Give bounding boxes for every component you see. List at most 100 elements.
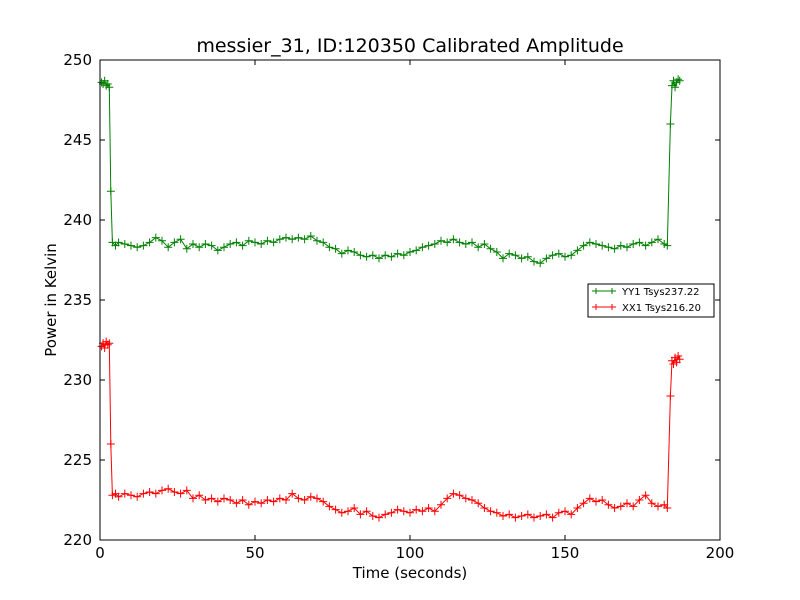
data-point	[623, 499, 631, 508]
legend-box	[587, 283, 715, 318]
data-point	[238, 496, 247, 504]
data-point	[170, 488, 179, 496]
data-point	[344, 246, 352, 255]
data-point	[158, 236, 166, 245]
data-point	[288, 235, 297, 244]
x-tick-label: 0	[95, 544, 105, 562]
data-point	[530, 257, 538, 266]
data-point	[226, 496, 235, 504]
data-point	[275, 494, 284, 503]
data-point	[182, 244, 191, 253]
data-point	[387, 252, 396, 261]
data-point	[139, 241, 148, 250]
data-point	[663, 504, 672, 512]
data-point	[114, 492, 123, 501]
data-point	[195, 491, 204, 500]
data-point	[106, 187, 115, 196]
data-point	[313, 494, 321, 503]
data-point	[164, 484, 173, 493]
data-point	[399, 251, 408, 260]
data-point	[362, 507, 371, 516]
data-point	[567, 510, 576, 519]
legend-marker-yy1	[593, 288, 615, 294]
data-point	[517, 254, 526, 263]
data-point	[585, 494, 594, 503]
data-point	[350, 248, 359, 256]
data-point	[294, 233, 303, 242]
data-point	[207, 494, 216, 503]
data-point	[468, 238, 476, 247]
series-layer	[97, 75, 684, 522]
data-point	[220, 494, 228, 503]
data-point	[306, 492, 315, 501]
data-point	[554, 249, 563, 258]
data-point	[406, 248, 414, 256]
data-point	[598, 496, 607, 504]
data-point	[412, 246, 421, 255]
x-tick-label: 50	[245, 544, 264, 562]
data-point	[629, 502, 638, 511]
data-point	[164, 243, 173, 252]
y-tick-label: 250	[63, 51, 92, 69]
data-point	[257, 240, 266, 248]
data-point	[449, 235, 458, 244]
data-point	[294, 494, 303, 503]
data-point	[331, 244, 340, 253]
data-point	[399, 507, 408, 516]
data-point	[393, 505, 402, 514]
data-point	[306, 232, 315, 240]
data-point	[604, 500, 613, 509]
data-point	[418, 243, 427, 252]
data-point	[443, 494, 452, 503]
data-point	[133, 243, 142, 252]
data-point	[381, 251, 390, 260]
data-point	[674, 75, 683, 84]
series-line-xx1	[101, 340, 681, 519]
data-point	[282, 233, 290, 242]
data-point	[412, 505, 421, 514]
data-point	[313, 236, 321, 245]
axis-ticks: 0 50 100 150 200 220 225 230 235 240 245 250	[63, 51, 734, 562]
data-point	[573, 504, 582, 512]
data-point	[139, 489, 148, 498]
data-point	[671, 83, 680, 92]
data-point	[288, 489, 297, 498]
data-point	[337, 508, 346, 517]
data-point	[610, 504, 619, 512]
data-point	[499, 512, 507, 520]
data-point	[362, 252, 371, 261]
data-point	[579, 499, 588, 508]
data-point	[145, 488, 154, 496]
data-point	[635, 238, 644, 247]
data-point	[325, 502, 334, 511]
data-point	[492, 508, 501, 517]
data-point	[375, 513, 383, 522]
legend-marker-glyph	[609, 288, 615, 294]
data-point	[542, 510, 551, 519]
data-point	[244, 236, 253, 245]
data-point	[517, 512, 526, 520]
series-yy1	[97, 75, 684, 268]
y-tick-label: 220	[63, 531, 92, 549]
data-point	[592, 240, 600, 248]
data-point	[232, 499, 241, 508]
data-point	[151, 489, 160, 498]
data-point	[530, 513, 538, 522]
data-point	[269, 497, 278, 506]
series-line-yy1	[101, 78, 681, 264]
data-point	[393, 249, 402, 258]
data-point	[103, 80, 112, 88]
data-point	[103, 340, 112, 349]
data-point	[182, 486, 191, 495]
data-point	[201, 240, 210, 248]
data-point	[424, 504, 433, 512]
data-point	[418, 507, 427, 516]
data-point	[468, 496, 476, 504]
data-point	[269, 238, 278, 247]
data-point	[511, 513, 520, 522]
legend-label-yy1: YY1 Tsys237.22	[621, 287, 700, 298]
data-point	[319, 238, 328, 247]
data-point	[561, 507, 569, 516]
legend-marker-glyph	[593, 304, 599, 310]
data-point	[337, 249, 346, 258]
